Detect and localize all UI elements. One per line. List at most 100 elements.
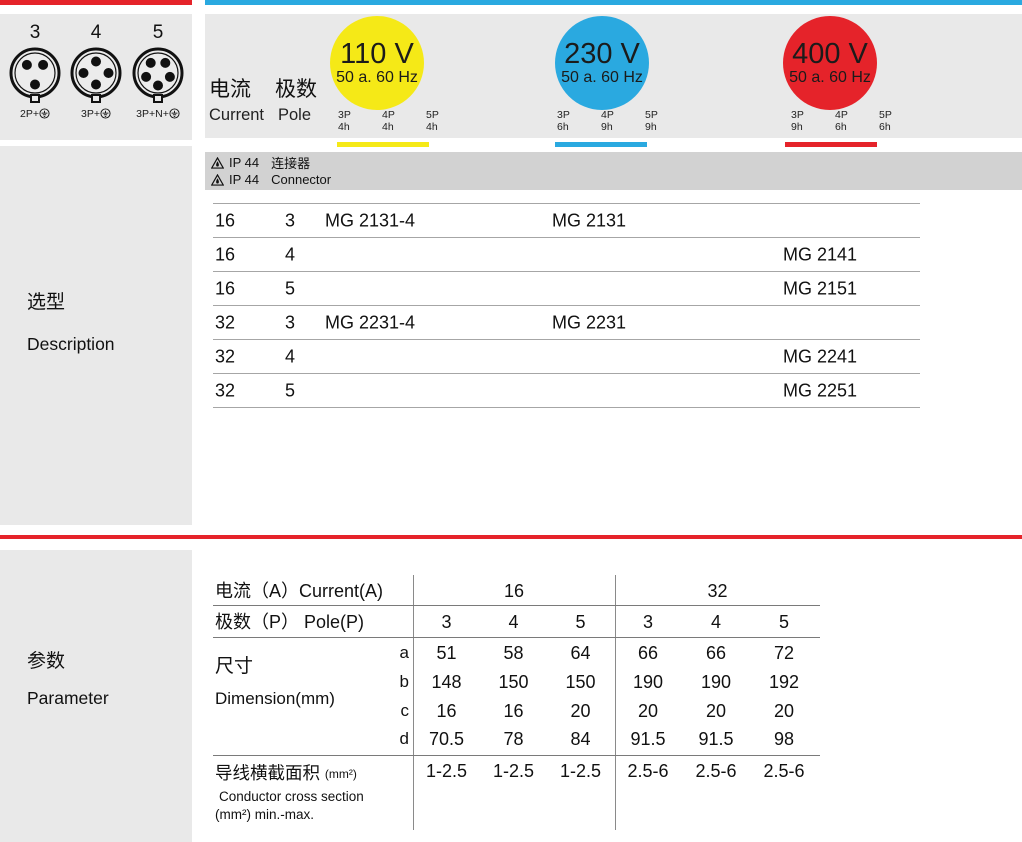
table-row: 32 4 MG 2241 — [213, 340, 920, 374]
voltage-circle-230v: 230 V 50 a. 60 Hz — [555, 16, 649, 110]
current-row-label: 电流（A）Current(A) — [215, 581, 384, 601]
pole-hour-col: 3P 4h — [338, 109, 382, 133]
voltage-frequency: 50 a. 60 Hz — [336, 69, 418, 86]
conductor-cell: 1-2.5 — [425, 761, 468, 781]
model-400v: MG 2251 — [783, 380, 858, 400]
earth-icon — [169, 108, 180, 119]
voltage-header-panel: 电流 Current 极数 Pole 110 V 50 a. 60 Hz 230… — [205, 14, 1022, 138]
earth-icon — [100, 108, 111, 119]
hour-code: 6h — [879, 121, 891, 133]
section-divider — [0, 535, 1022, 539]
ip-warning-icon — [211, 156, 224, 169]
pole-code: 3P — [791, 109, 804, 121]
dim-key-a: a — [399, 643, 409, 662]
dim-row-a: 51 58 64 66 66 72 — [413, 641, 820, 665]
dim-value: 20 — [705, 701, 727, 721]
row-pole: 5 — [285, 278, 296, 298]
hour-code: 9h — [791, 121, 803, 133]
dim-value: 16 — [503, 701, 524, 721]
hour-code: 9h — [601, 121, 613, 133]
table-row: 16 4 MG 2141 — [213, 238, 920, 272]
dim-value: 72 — [773, 643, 795, 663]
hour-code: 6h — [835, 121, 847, 133]
pole-code: 5P — [879, 109, 892, 121]
current-group-32: 32 — [707, 581, 728, 601]
ip-rating-bar: IP 44 连接器 IP 44 Connector — [205, 152, 1022, 190]
connector-face-icon — [132, 47, 184, 103]
conductor-unit: (mm²) — [324, 767, 357, 781]
hour-code: 9h — [645, 121, 657, 133]
voltage-value: 230 V — [564, 38, 640, 70]
dim-value: 66 — [705, 643, 727, 663]
pole-cell: 4 — [508, 612, 519, 632]
dim-value: 84 — [570, 729, 591, 749]
pole-label-zh: 极数 — [275, 78, 317, 101]
connector-face-icon — [9, 47, 61, 103]
table-row: 32 3 MG 2231-4 MG 2231 — [213, 306, 920, 340]
dim-value: 16 — [436, 701, 457, 721]
conductor-cell: 2.5-6 — [763, 761, 805, 781]
pole-hour-cols-110v: 3P 4h 4P 4h 5P 4h — [338, 109, 470, 133]
connector-figure-3pin: 3 2P+ — [4, 22, 66, 121]
dim-value: 91.5 — [630, 729, 666, 749]
pin-config-panel: 3 2P+ 4 3P+ — [0, 14, 192, 140]
pole-cell: 5 — [778, 612, 789, 632]
horizontal-rule — [213, 755, 820, 756]
dim-value: 20 — [637, 701, 659, 721]
conductor-cell: 2.5-6 — [627, 761, 669, 781]
sidebar-parameter: 参数 Parameter — [0, 550, 192, 842]
voltage-underline-400v — [785, 142, 877, 147]
pole-hour-col: 4P 6h — [835, 109, 879, 133]
dim-value: 66 — [637, 643, 659, 663]
voltage-frequency: 50 a. 60 Hz — [789, 69, 871, 86]
row-current: 16 — [215, 210, 236, 230]
row-pole: 5 — [285, 380, 296, 400]
pole-hour-col: 5P 4h — [426, 109, 470, 133]
vertical-divider — [615, 575, 616, 830]
dim-key-d: d — [399, 729, 409, 748]
connector-count: 3 — [29, 22, 41, 43]
model-400v: MG 2241 — [783, 346, 858, 366]
hour-code: 4h — [382, 121, 394, 133]
vertical-divider — [413, 575, 414, 830]
conductor-cell: 1-2.5 — [492, 761, 535, 781]
dim-value: 20 — [570, 701, 591, 721]
connector-pins-label: 3P+ — [65, 108, 127, 121]
pole-hour-col: 5P 9h — [645, 109, 689, 133]
hour-code: 6h — [557, 121, 569, 133]
dim-row-b: 148 150 150 190 190 192 — [413, 670, 820, 694]
conductor-cell: 2.5-6 — [695, 761, 737, 781]
voltage-value: 110 V — [340, 38, 414, 70]
row-current: 16 — [215, 244, 236, 264]
parameter-label-en: Parameter — [27, 688, 109, 708]
model-400v: MG 2141 — [783, 244, 858, 264]
sidebar-selection: 选型 Description — [0, 146, 192, 525]
dimension-label-en: Dimension(mm) — [215, 689, 335, 708]
connector-count: 4 — [90, 22, 102, 43]
red-top-border — [0, 0, 192, 5]
selection-label-en: Description — [27, 334, 115, 354]
connector-figure-5pin: 5 3P+N+ — [127, 22, 189, 121]
pole-hour-cols-230v: 3P 6h 4P 9h 5P 9h — [557, 109, 689, 133]
voltage-circle-400v: 400 V 50 a. 60 Hz — [783, 16, 877, 110]
pole-cell: 4 — [710, 612, 721, 632]
row-current: 32 — [215, 346, 236, 366]
model-110v: MG 2131-4 — [325, 210, 416, 230]
selection-label-zh: 选型 — [27, 292, 66, 313]
pole-code: 3P — [338, 109, 351, 121]
current-label-en: Current — [209, 106, 265, 124]
connector-pins-label: 3P+N+ — [127, 108, 189, 121]
voltage-frequency: 50 a. 60 Hz — [561, 69, 643, 86]
ip-rating-value: IP 44 — [229, 172, 260, 187]
connector-figure-4pin: 4 3P+ — [65, 22, 127, 121]
pole-hour-col: 3P 6h — [557, 109, 601, 133]
conductor-label-en2: (mm²) min.-max. — [215, 807, 314, 822]
cyan-top-border — [205, 0, 1022, 5]
connector-count: 5 — [152, 22, 164, 43]
pole-cells: 3 4 5 3 4 5 — [413, 610, 820, 634]
hour-code: 4h — [338, 121, 350, 133]
row-pole: 4 — [285, 244, 296, 264]
ip-rating-text: 连接器 — [271, 156, 311, 171]
voltage-circle-110v: 110 V 50 a. 60 Hz — [330, 16, 424, 110]
